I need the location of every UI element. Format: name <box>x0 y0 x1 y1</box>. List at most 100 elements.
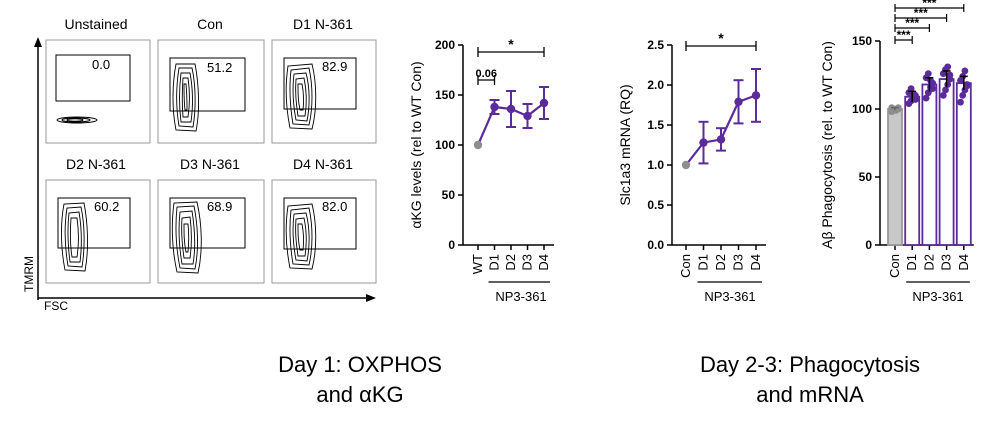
flow-gate <box>169 197 246 249</box>
flow-gate-value: 0.0 <box>92 57 110 72</box>
flow-contour <box>56 116 98 124</box>
slc1a3-y-tick-label: 0.5 <box>647 198 664 212</box>
flow-panel-title: D3 N-361 <box>180 156 240 172</box>
flow-gate-value: 60.2 <box>94 199 119 214</box>
phago-y-tick-label: 150 <box>852 34 872 48</box>
flow-gate-value: 82.0 <box>322 199 347 214</box>
flow-gate-value: 51.2 <box>207 60 232 75</box>
phago-replicate-point <box>907 85 915 92</box>
flow-panel-con: Con 51.2 <box>157 16 265 144</box>
slc1a3-data-point <box>716 135 726 144</box>
akg-x-tick-label: D3 <box>520 254 535 271</box>
flow-panel-title: D1 N-361 <box>293 16 353 32</box>
flow-gate-value: 82.9 <box>322 59 347 74</box>
phago-replicate-point <box>944 63 952 71</box>
flow-panel-d2: D2 N-361 60.2 <box>45 156 151 284</box>
phago-replicate-point <box>922 94 930 102</box>
phago-replicate-point <box>942 86 949 94</box>
akg-y-tick-label: 100 <box>435 138 455 152</box>
phago-y-tick-label: 0 <box>865 238 872 252</box>
akg-line-chart: αKG levels (rel to WT Con) NP3-361 0 50 10… <box>408 36 554 304</box>
slc1a3-y-tick-label: 1.5 <box>647 118 664 132</box>
akg-y-tick-label: 150 <box>435 88 455 102</box>
caption-right: Day 2-3: Phagocytosis and mRNA <box>640 350 980 410</box>
phagocytosis-y-axis-label: Aβ Phagocytosis (rel. to WT Con) <box>819 41 835 249</box>
akg-data-point <box>473 140 483 150</box>
akg-data-point <box>539 98 549 108</box>
flow-panel-title: Unstained <box>64 16 127 32</box>
akg-x-tick-label: D1 <box>487 254 502 271</box>
caption-right-line-2: and mRNA <box>756 382 864 407</box>
akg-x-tick-label: WT <box>470 254 485 274</box>
flow-panel-d4: D4 N-361 82.0 <box>271 156 377 284</box>
phagocytosis-group-label: NP3-361 <box>912 289 963 304</box>
slc1a3-data-point <box>681 160 691 170</box>
phago-x-tick-label: D4 <box>956 254 971 271</box>
flow-gate <box>283 57 357 110</box>
phago-bar <box>938 78 955 246</box>
phago-replicate-point <box>946 71 954 79</box>
phago-x-tick-label: D1 <box>904 254 919 271</box>
akg-x-tick-label: D2 <box>503 254 518 271</box>
akg-sig-label: 0.06 <box>476 68 497 80</box>
flow-contour <box>61 202 88 272</box>
phago-replicate-point <box>912 96 919 103</box>
slc1a3-y-axis-label: Slc1a3 mRNA (RQ) <box>617 84 633 205</box>
phago-replicate-point <box>924 70 932 78</box>
phago-sig-label: *** <box>897 28 911 42</box>
slc1a3-y-tick-label: 2.0 <box>647 78 664 92</box>
akg-sig-label: * <box>508 36 514 52</box>
flow-gate-value: 68.9 <box>207 199 232 214</box>
caption-left-line-2: and αKG <box>316 382 404 407</box>
akg-y-tick-label: 50 <box>442 188 456 202</box>
phago-replicate-point <box>963 82 971 90</box>
flow-panel-title: D2 N-361 <box>66 156 126 172</box>
flow-gate <box>169 57 246 112</box>
slc1a3-sig-label: * <box>718 30 724 46</box>
slc1a3-x-tick-label: D3 <box>731 254 746 271</box>
flow-contour <box>285 203 317 270</box>
flow-contour <box>171 201 202 274</box>
flow-gate <box>283 197 357 250</box>
phagocytosis-bar-chart: Aβ Phagocytosis (rel. to WT Con) NP3-361… <box>819 0 974 304</box>
phago-y-tick-label: 50 <box>859 170 873 184</box>
slc1a3-x-tick-label: Con <box>678 254 693 278</box>
flow-panel-title: D4 N-361 <box>293 156 353 172</box>
slc1a3-x-tick-label: D2 <box>713 254 728 271</box>
akg-y-tick-label: 0 <box>448 238 455 252</box>
phago-bar <box>921 83 938 246</box>
slc1a3-data-point <box>751 91 761 100</box>
phago-x-tick-label: Con <box>887 254 902 278</box>
flow-y-axis: TMRM <box>22 37 42 300</box>
akg-data-point <box>523 111 532 121</box>
slc1a3-group-label: NP3-361 <box>704 289 755 304</box>
akg-data-point <box>490 102 499 112</box>
akg-y-tick-label: 200 <box>435 38 455 52</box>
slc1a3-y-tick-label: 2.5 <box>647 38 664 52</box>
slc1a3-x-tick-label: D1 <box>696 254 711 271</box>
slc1a3-x-tick-label: D4 <box>748 254 763 271</box>
akg-y-axis-label: αKG levels (rel to WT Con) <box>408 61 424 228</box>
flow-contour <box>285 63 317 130</box>
slc1a3-line-chart: Slc1a3 mRNA (RQ) NP3-361 0.0 0.5 1.0 1.5 2.0… <box>617 30 766 304</box>
caption-right-line-1: Day 2-3: Phagocytosis <box>699 352 921 377</box>
phago-replicate-point <box>939 92 947 99</box>
phago-replicate-point <box>961 67 969 75</box>
caption-left-line-1: Day 1: OXPHOS <box>278 352 442 377</box>
phago-y-tick-label: 100 <box>852 102 872 116</box>
flow-gate <box>57 197 131 249</box>
flow-panel-d1: D1 N-361 82.9 <box>271 16 377 144</box>
akg-x-tick-label: D4 <box>536 254 551 271</box>
flow-contour <box>172 63 199 132</box>
phago-bar <box>887 108 903 246</box>
flow-y-label: TMRM <box>22 256 36 292</box>
phago-x-tick-label: D2 <box>921 254 936 271</box>
phago-replicate-point <box>929 85 937 92</box>
phago-replicate-point <box>959 92 967 99</box>
akg-data-point <box>506 104 516 114</box>
phago-bar <box>955 82 972 246</box>
phago-sig-label: *** <box>922 0 936 10</box>
phago-sig-label: *** <box>914 6 928 20</box>
flow-panel-d3: D3 N-361 68.9 <box>157 156 265 284</box>
